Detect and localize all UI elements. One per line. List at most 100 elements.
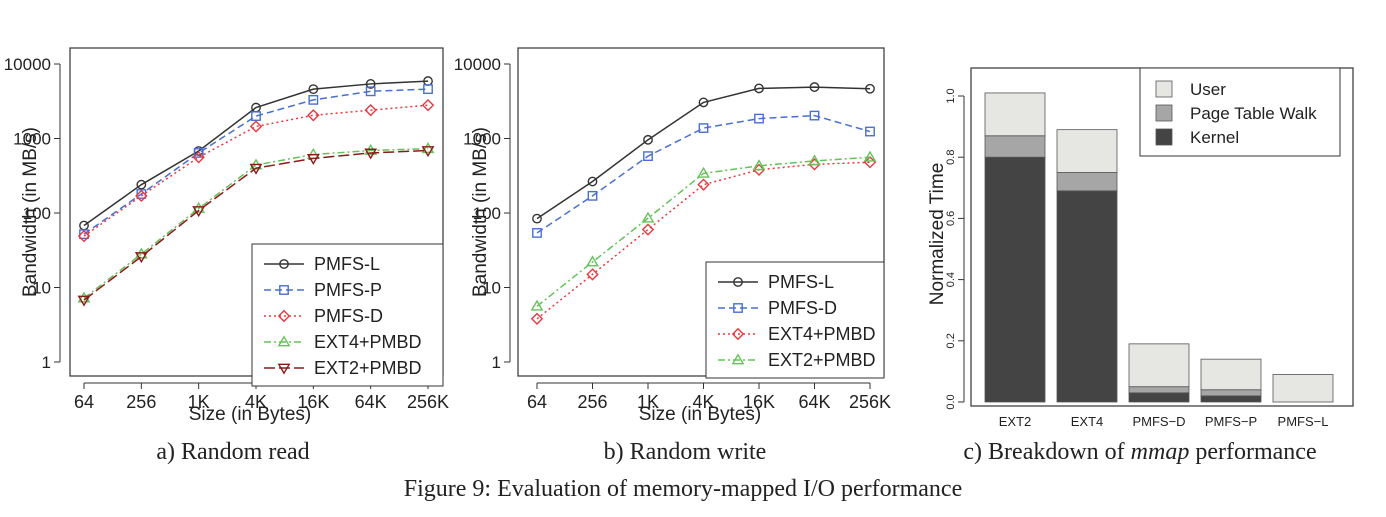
data-point xyxy=(731,353,745,365)
data-point xyxy=(809,110,820,121)
x-tick-label: EXT4 xyxy=(1071,414,1104,429)
data-point xyxy=(865,126,875,137)
series-line xyxy=(83,88,429,235)
x-axis-label: Size (in Bytes) xyxy=(189,404,311,425)
bar-layer xyxy=(984,92,1334,403)
y-tick-label: 1 xyxy=(492,353,501,372)
x-tick-label: 16K xyxy=(297,392,329,412)
y-tick-label: 0.2 xyxy=(945,333,957,348)
legend-item: PMFS-D xyxy=(264,306,383,326)
data-point xyxy=(641,211,655,223)
data-point xyxy=(421,98,435,112)
x-tick-label: 64K xyxy=(355,392,387,412)
y-axis-label: Normalized Time xyxy=(927,163,948,306)
data-point xyxy=(135,189,148,203)
data-point xyxy=(308,84,319,95)
data-point xyxy=(279,259,289,269)
chart-random-write: 1 10 100 1000 10000 64 256 1K 4K 16K 64K 256K Size… xyxy=(454,47,891,465)
y-tick-label: 0.4 xyxy=(945,272,957,287)
data-point xyxy=(423,84,433,95)
data-point xyxy=(308,94,319,105)
y-tick-label: 100 xyxy=(23,204,51,223)
legend-label: PMFS-D xyxy=(768,298,837,318)
series xyxy=(532,82,875,224)
data-point xyxy=(249,120,263,133)
bar-segment xyxy=(1200,358,1262,391)
legend-item: EXT2+PMBD xyxy=(264,358,422,378)
data-point xyxy=(277,335,291,347)
data-point xyxy=(136,179,147,190)
data-point xyxy=(277,363,291,375)
bar-segment xyxy=(1128,343,1190,388)
data-point xyxy=(697,178,710,191)
legend-label: Kernel xyxy=(1190,128,1239,147)
legend-box xyxy=(1139,67,1341,157)
data-point xyxy=(733,303,743,313)
x-tick-label: 256K xyxy=(407,392,449,412)
series xyxy=(77,146,435,307)
figure-caption: Figure 9: Evaluation of memory-mapped I/… xyxy=(404,476,962,502)
legend-label: EXT2+PMBD xyxy=(768,350,876,370)
y-tick-label: 1000 xyxy=(13,130,51,149)
data-point xyxy=(421,142,435,154)
data-point xyxy=(698,97,709,108)
data-point xyxy=(307,109,320,122)
data-point xyxy=(530,299,544,311)
legend-label: PMFS-P xyxy=(314,280,382,300)
y-tick-label: 10 xyxy=(482,279,501,298)
data-point xyxy=(865,83,875,94)
y-tick-label: 10000 xyxy=(454,55,501,74)
data-point xyxy=(77,295,91,307)
legend-item: PMFS-P xyxy=(264,280,382,300)
x-tick-label: EXT2 xyxy=(999,414,1032,429)
data-point xyxy=(277,309,291,323)
legend-item: PMFS-L xyxy=(264,254,380,274)
legend-swatch xyxy=(1155,128,1173,146)
bar-stack xyxy=(1056,129,1118,403)
data-point xyxy=(752,159,766,171)
legend-label: EXT4+PMBD xyxy=(768,324,876,344)
x-tick-label: 64 xyxy=(74,392,94,412)
data-point xyxy=(752,163,766,176)
series xyxy=(79,76,433,231)
subplot-caption: a) Random read xyxy=(156,439,309,465)
series-line xyxy=(536,161,871,320)
bar-stack xyxy=(1128,343,1190,403)
x-tick-label: 64K xyxy=(798,392,830,412)
y-tick-label: 0.8 xyxy=(945,150,957,165)
plot-frame xyxy=(517,47,885,377)
data-point xyxy=(365,86,376,97)
y-axis: 1 10 100 1000 10000 xyxy=(4,55,61,372)
data-point xyxy=(421,146,435,158)
legend-item: PMFS-L xyxy=(718,272,834,292)
x-tick-label: 256K xyxy=(849,392,891,412)
legend: PMFS-L PMFS-D EXT4+PMBD EXT2+PMBD xyxy=(705,261,885,379)
y-axis-label: Bandwidth (in MB/s) xyxy=(20,127,41,297)
x-tick-label: 16K xyxy=(743,392,775,412)
series-line xyxy=(536,86,871,220)
x-tick-label: 4K xyxy=(692,392,714,412)
data-point xyxy=(364,148,378,160)
legend-item: EXT4+PMBD xyxy=(264,332,422,352)
data-point xyxy=(192,201,206,213)
data-point xyxy=(643,151,653,162)
chart-random-read: 1 10 100 1000 10000 64 256 1K 4K 16K 64K 256K Size… xyxy=(4,47,449,465)
series xyxy=(77,98,435,243)
series-line xyxy=(83,149,429,301)
legend: PMFS-L PMFS-P PMFS-D EXT4+PMBD EXT2+PMBD xyxy=(251,243,444,387)
legend-swatch xyxy=(1155,104,1173,122)
legend-label: Page Table Walk xyxy=(1190,104,1317,123)
legend-item: User xyxy=(1155,80,1226,99)
y-tick-label: 100 xyxy=(473,204,501,223)
data-point xyxy=(698,123,709,133)
data-point xyxy=(731,327,745,341)
legend-label: User xyxy=(1190,80,1226,99)
caption-prefix: c) Breakdown of xyxy=(963,439,1130,465)
bar-segment xyxy=(1200,389,1262,397)
x-tick-label: PMFS−L xyxy=(1278,414,1329,429)
x-axis: EXT2 EXT4 PMFS−D PMFS−P PMFS−L xyxy=(999,414,1329,429)
x-tick-label: 256 xyxy=(577,392,607,412)
legend-item: Kernel xyxy=(1155,128,1239,147)
series-line xyxy=(536,156,871,307)
